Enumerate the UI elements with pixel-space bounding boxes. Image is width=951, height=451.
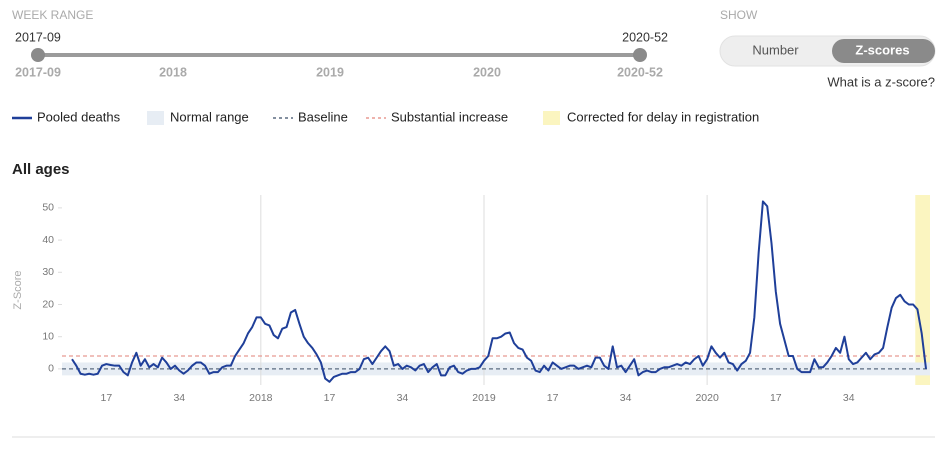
x-tick-label: 17 (324, 392, 336, 404)
show-label: SHOW (720, 8, 758, 22)
x-tick-label: 34 (397, 392, 409, 404)
slider-tick-label: 2018 (159, 65, 187, 79)
legend: Pooled deaths Normal range Baseline Substan… (12, 109, 759, 125)
slider-handle[interactable] (633, 48, 647, 62)
y-tick-label: 10 (42, 330, 54, 342)
x-tick-label: 34 (843, 392, 855, 404)
legend-swatch (147, 111, 164, 125)
toggle-option[interactable]: Number (752, 42, 799, 57)
slider-tick-label: 2020-52 (617, 65, 663, 79)
data-line (71, 200, 927, 383)
slider-tick-label: 2017-09 (15, 65, 61, 79)
x-tick-label: 2018 (249, 392, 273, 404)
plot: 0 10 20 30 40 50 17 34 2018 17 34 2019 17 34 2020 17 34 (42, 195, 930, 404)
slider-ticks: 2017-09 2018 2019 2020 2020-52 (15, 65, 663, 79)
y-tick-label: 40 (42, 234, 54, 246)
y-tick-label: 20 (42, 298, 54, 310)
legend-label: Pooled deaths (37, 109, 121, 124)
x-tick-label: 2019 (472, 392, 496, 404)
legend-label: Substantial increase (391, 109, 508, 124)
y-tick-label: 30 (42, 266, 54, 278)
help-link[interactable]: What is a z-score? (827, 74, 935, 89)
toggle-option[interactable]: Z-scores (855, 42, 909, 57)
legend-label: Normal range (170, 109, 249, 124)
legend-label: Baseline (298, 109, 348, 124)
range-end: 2020-52 (622, 30, 668, 44)
x-tick-label: 17 (770, 392, 782, 404)
y-tick-label: 50 (42, 202, 54, 214)
y-axis-label: Z-Score (12, 270, 24, 309)
corrected-band (915, 195, 930, 385)
x-tick-label: 34 (173, 392, 185, 404)
y-tick-label: 0 (48, 363, 54, 375)
x-tick-label: 17 (547, 392, 559, 404)
week-range-label: WEEK RANGE (12, 8, 93, 22)
legend-swatch (543, 111, 560, 125)
toggle-selected (832, 39, 935, 63)
chart-title: All ages (12, 161, 70, 178)
legend-label: Corrected for delay in registration (567, 109, 759, 124)
toggle-options: Number Z-scores (752, 39, 935, 63)
slider-handle[interactable] (31, 48, 45, 62)
slider-tick-label: 2019 (316, 65, 344, 79)
slider-tick-label: 2020 (473, 65, 501, 79)
range-start: 2017-09 (15, 30, 61, 44)
x-tick-label: 34 (620, 392, 632, 404)
x-tick-label: 2020 (695, 392, 719, 404)
x-tick-label: 17 (100, 392, 112, 404)
